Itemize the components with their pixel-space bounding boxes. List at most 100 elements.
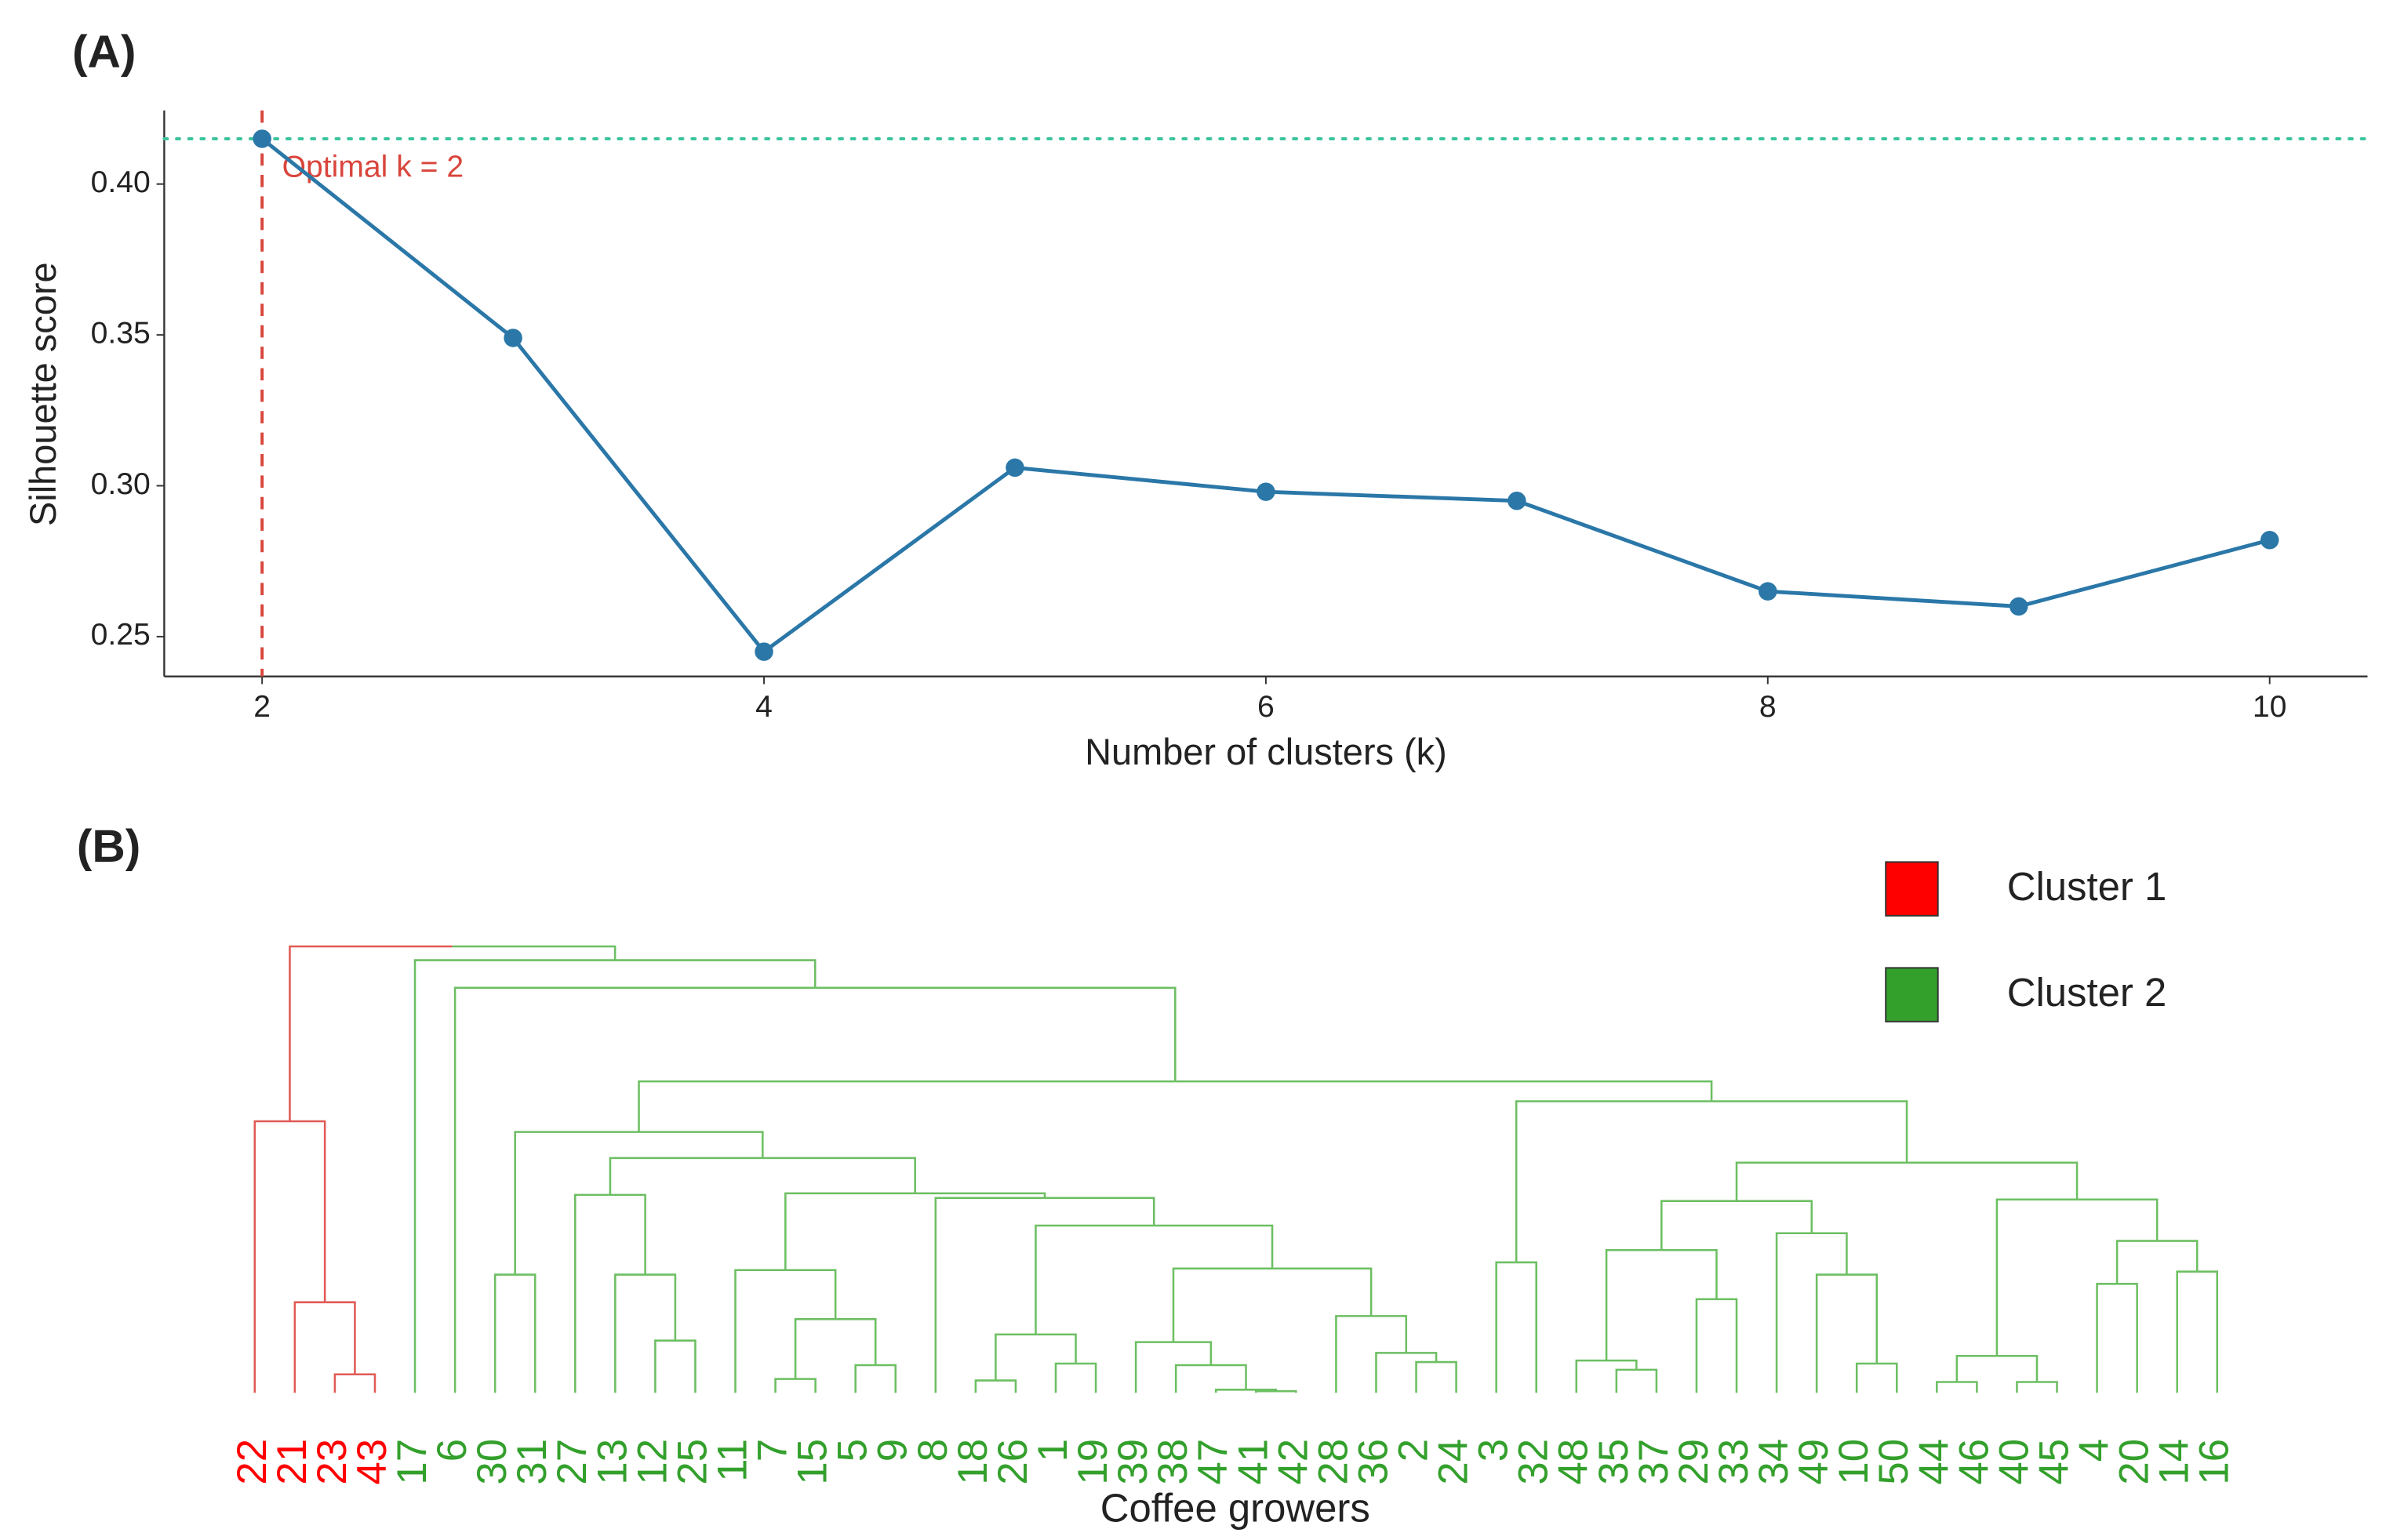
dendrogram-link [1214, 1389, 1278, 1393]
link-branch [1811, 1232, 1848, 1275]
dendrogram-link [514, 1131, 764, 1275]
data-line [260, 137, 2271, 655]
x-tick-label: 4 [755, 690, 773, 724]
leaf-label: 6 [429, 1439, 475, 1462]
link-branch [2077, 1198, 2159, 1241]
leaf-label: 38 [1150, 1439, 1196, 1485]
dendrogram-link [2176, 1270, 2219, 1393]
link-branch [1371, 1315, 1408, 1353]
link-branch [1515, 1100, 1712, 1262]
leaf-label: 17 [389, 1439, 435, 1485]
y-tick-label: 0.40 [91, 165, 151, 199]
link-branch [995, 1379, 1017, 1393]
dendrogram-link [1515, 1100, 1908, 1262]
data-point [1006, 458, 1024, 478]
link-branch [638, 1080, 1176, 1132]
leaf-label: 30 [469, 1439, 515, 1485]
dendrogram-link [1054, 1362, 1097, 1393]
leaf-label: 2 [1390, 1439, 1436, 1462]
link-branch [645, 1273, 677, 1341]
link-branch [784, 1192, 915, 1270]
link-branch [1955, 1354, 1997, 1382]
leaf-label: 33 [1711, 1439, 1757, 1485]
leaf-label: 20 [2111, 1439, 2158, 1485]
link-branch [974, 1379, 996, 1393]
leaf-label: 31 [509, 1439, 555, 1485]
data-point [1508, 492, 1526, 510]
leaf-label: 45 [2031, 1439, 2077, 1485]
link-branch [1436, 1360, 1457, 1393]
dendrogram-link [854, 1364, 897, 1393]
x-axis-label: Number of clusters (k) [1085, 732, 1447, 772]
link-branch [1246, 1389, 1278, 1392]
dendrogram-link [1605, 1249, 1718, 1361]
link-branch [1210, 1364, 1247, 1390]
leaf-label: 8 [910, 1439, 956, 1462]
link-branch [1214, 1389, 1246, 1393]
link-branch [1375, 1352, 1406, 1393]
dendrogram-link [574, 1193, 646, 1393]
dendrogram-link [1855, 1362, 1898, 1393]
link-branch [1075, 1362, 1097, 1393]
link-branch [1516, 1261, 1538, 1393]
leaf-label: 28 [1310, 1439, 1356, 1485]
dendrogram-link [654, 1339, 697, 1393]
x-axis-label: Coffee growers [1100, 1485, 1370, 1530]
link-branch [1134, 1341, 1173, 1393]
dendrogram-link [1775, 1232, 1848, 1393]
link-branch [1175, 1080, 1713, 1102]
link-branch [289, 1120, 326, 1302]
x-tick-label: 8 [1759, 690, 1777, 724]
legend-label: Cluster 2 [2007, 970, 2167, 1015]
legend-swatch [1885, 861, 1939, 917]
link-branch [854, 1364, 876, 1393]
link-branch [1172, 1267, 1273, 1342]
link-branch [815, 986, 1177, 1082]
link-branch [413, 959, 616, 1393]
link-branch [1045, 1197, 1155, 1226]
data-point [2009, 597, 2028, 616]
dendrogram-link [995, 1333, 1077, 1381]
dendrogram-link [1174, 1364, 1247, 1393]
leaf-label: 13 [589, 1439, 635, 1485]
link-branch [875, 1364, 897, 1393]
dendrogram-link [253, 1120, 326, 1393]
leaf-label: 3 [1471, 1439, 1517, 1462]
dendrogram-link [1660, 1200, 1813, 1251]
leaf-label: 48 [1551, 1439, 1597, 1485]
dendrogram-link [2115, 1240, 2199, 1284]
link-branch [1735, 1161, 1908, 1201]
leaf-label: 16 [2191, 1439, 2238, 1485]
dendrogram-link [1134, 1341, 1213, 1393]
leaf-label: 14 [2151, 1439, 2198, 1485]
link-branch [1737, 1200, 1813, 1233]
link-branch [794, 1318, 836, 1379]
data-point [1257, 482, 1275, 501]
dendrogram-link [453, 986, 1177, 1393]
dendrogram-link [774, 1378, 817, 1393]
leaf-label: 43 [349, 1439, 395, 1485]
link-branch [1636, 1368, 1658, 1393]
dendrogram-link [1575, 1359, 1638, 1393]
leaf-label: 32 [1511, 1439, 1557, 1485]
link-branch [1996, 1354, 2039, 1382]
link-branch [1660, 1200, 1737, 1251]
x-tick-label: 6 [1257, 690, 1275, 724]
link-branch [355, 1373, 376, 1393]
link-branch [734, 1269, 786, 1393]
leaf-label: 37 [1631, 1439, 1677, 1485]
link-branch [609, 1157, 763, 1195]
link-branch [1775, 1232, 1812, 1393]
leaf-label: 40 [1991, 1439, 2037, 1485]
x-tick-label: 10 [2253, 690, 2287, 724]
link-branch [1907, 1161, 2079, 1200]
leaf-label: 21 [269, 1439, 315, 1485]
x-tick-label: 2 [253, 690, 271, 724]
link-branch [1711, 1100, 1908, 1163]
link-branch [1855, 1362, 1877, 1393]
link-branch [609, 1193, 646, 1275]
link-branch [325, 1301, 356, 1375]
leaf-label: 12 [629, 1439, 675, 1485]
data-point [253, 129, 271, 148]
